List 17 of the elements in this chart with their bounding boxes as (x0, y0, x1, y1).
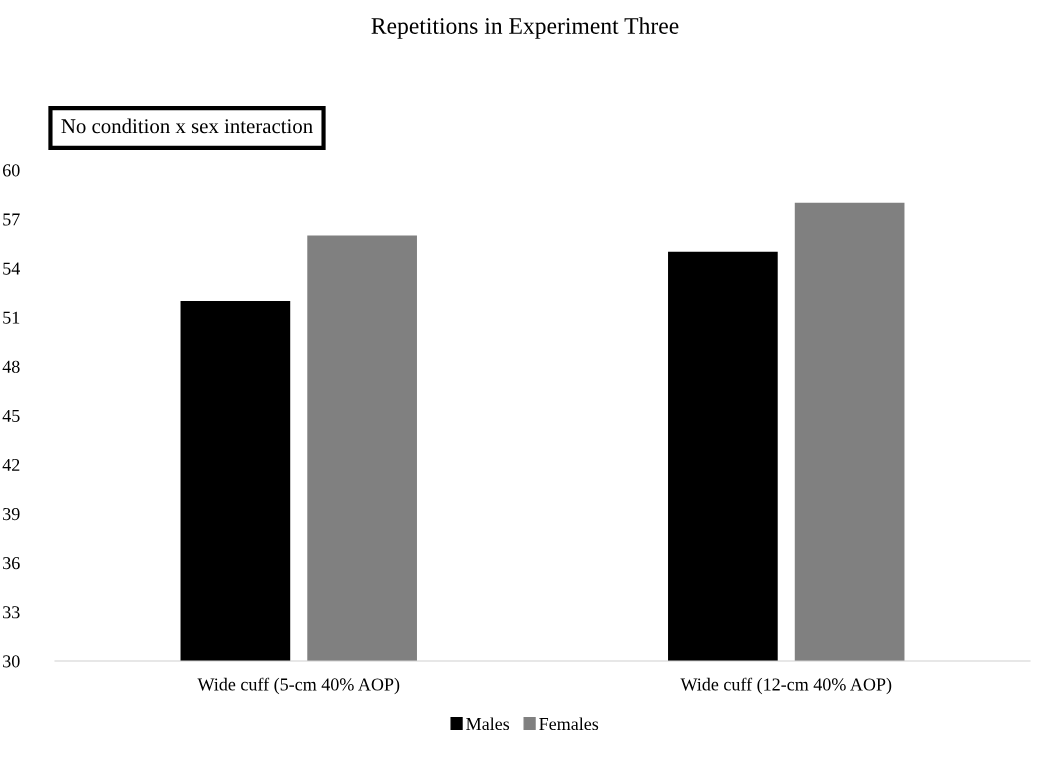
y-tick-label: 51 (3, 311, 20, 324)
y-tick-label: 60 (3, 164, 20, 177)
x-tick-label: Wide cuff (12-cm 40% AOP) (680, 677, 892, 695)
y-tick-label: 36 (3, 557, 20, 570)
legend-label: Females (539, 717, 599, 731)
y-tick-label: 42 (2, 458, 20, 471)
chart-title: Repetitions in Experiment Three (371, 17, 679, 39)
y-tick-label: 30 (3, 655, 20, 668)
y-tick-label: 57 (3, 213, 20, 226)
y-tick-label: 33 (3, 606, 20, 619)
text: No condition x sex interaction (61, 118, 313, 134)
y-tick-label: 54 (3, 262, 20, 275)
y-tick-label: 39 (3, 508, 20, 521)
x-tick-label: Wide cuff (5-cm 40% AOP) (197, 677, 400, 695)
legend-label: Males (466, 717, 510, 731)
y-tick-label: 45 (2, 409, 20, 422)
y-tick-label: 48 (2, 360, 20, 373)
